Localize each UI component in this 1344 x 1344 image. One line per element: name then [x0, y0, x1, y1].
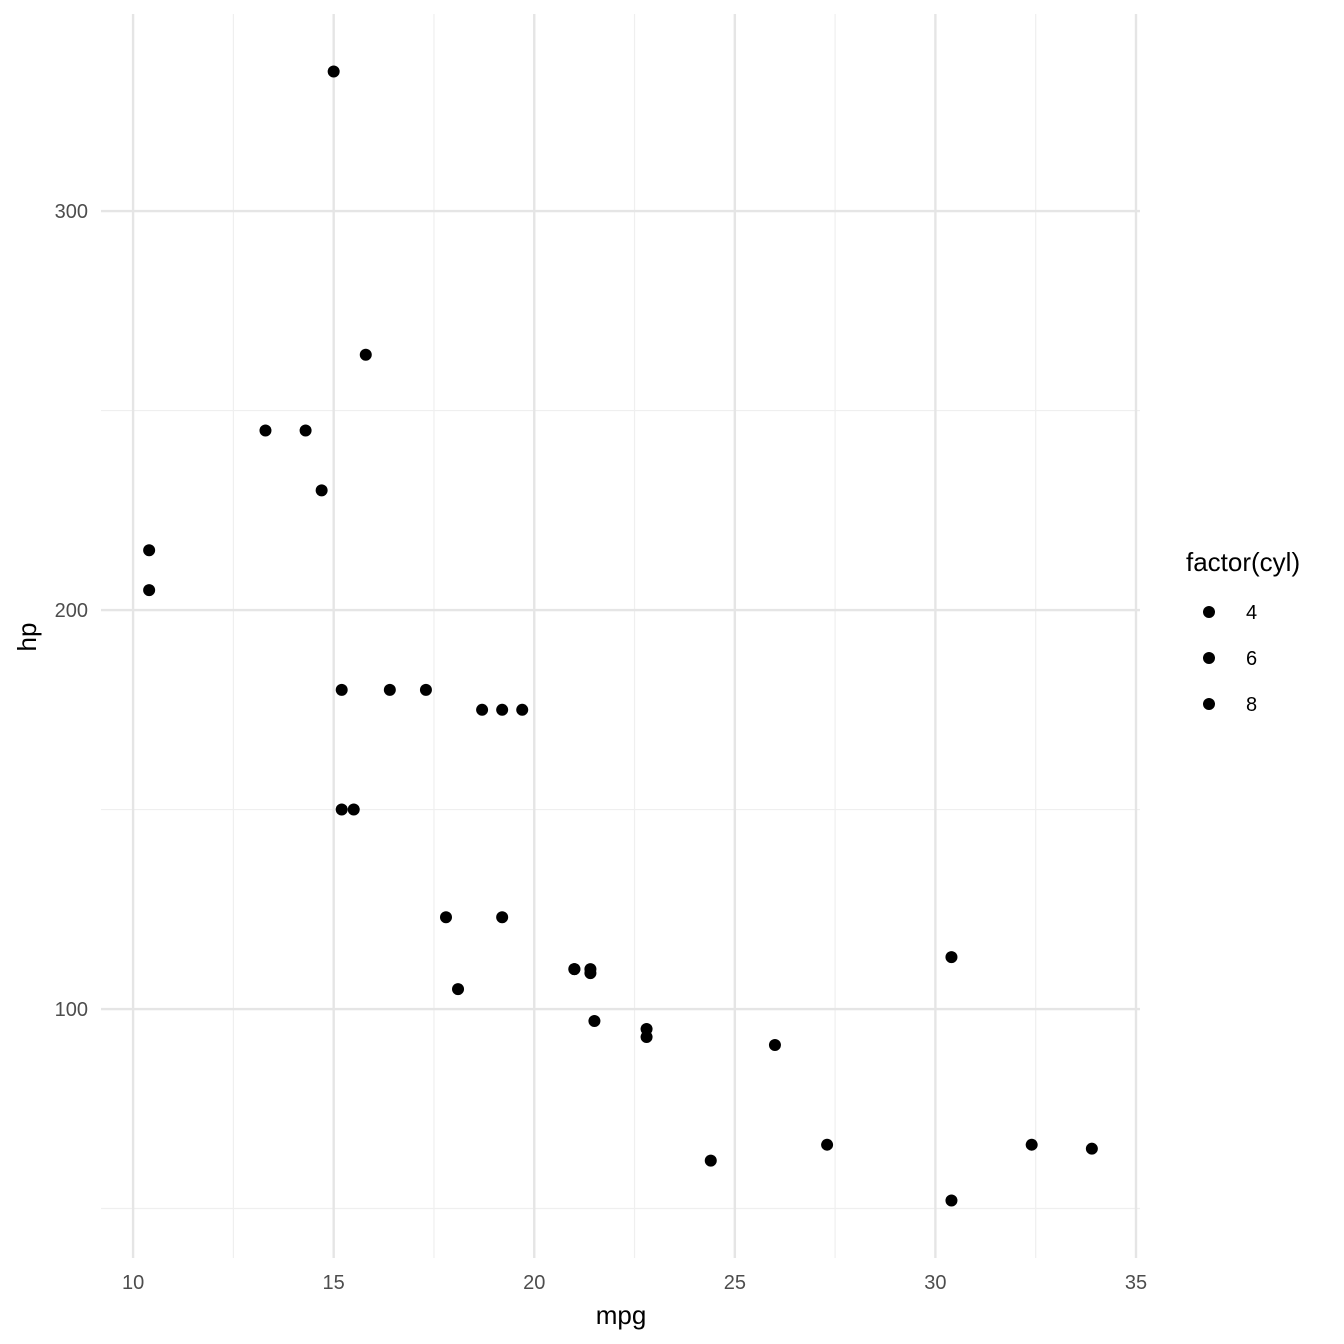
legend-label: 4 [1246, 602, 1257, 624]
data-point [335, 803, 348, 816]
x-tick-label: 30 [924, 1272, 946, 1294]
data-points [143, 65, 1098, 1207]
legend-label: 8 [1246, 694, 1257, 716]
x-tick-label: 10 [122, 1272, 144, 1294]
y-axis-title: hp [12, 623, 42, 652]
x-tick-label: 35 [1125, 1272, 1147, 1294]
x-axis-ticks: 10 15 20 25 30 35 [122, 1272, 1147, 1294]
data-point [299, 424, 312, 437]
y-tick-label: 200 [55, 600, 88, 622]
legend-key [1203, 652, 1215, 664]
data-point [347, 803, 360, 816]
data-point [516, 703, 529, 716]
data-point [1085, 1142, 1098, 1155]
data-point [439, 911, 452, 924]
grid [101, 14, 1140, 1258]
legend-key [1203, 606, 1215, 618]
data-point [496, 703, 509, 716]
legend-key [1203, 698, 1215, 710]
data-point [568, 963, 581, 976]
data-point [335, 683, 348, 696]
y-axis-ticks: 100 200 300 [55, 201, 88, 1021]
data-point [640, 1022, 653, 1035]
data-point [143, 544, 156, 557]
legend-label: 6 [1246, 648, 1257, 670]
data-point [588, 1015, 601, 1028]
data-point [476, 703, 489, 716]
data-point [945, 1194, 958, 1207]
x-axis-title: mpg [596, 1300, 647, 1330]
data-point [419, 683, 432, 696]
data-point [359, 348, 372, 361]
data-point [143, 584, 156, 597]
x-tick-label: 20 [523, 1272, 545, 1294]
data-point [1025, 1138, 1038, 1151]
x-tick-label: 15 [323, 1272, 345, 1294]
data-point [383, 683, 396, 696]
legend-entries: 4 6 8 [1203, 602, 1257, 716]
data-point [584, 967, 597, 980]
legend-title: factor(cyl) [1186, 547, 1300, 577]
y-tick-label: 300 [55, 201, 88, 223]
x-tick-label: 25 [724, 1272, 746, 1294]
data-point [327, 65, 340, 78]
y-tick-label: 100 [55, 999, 88, 1021]
data-point [259, 424, 272, 437]
data-point [704, 1154, 717, 1167]
legend: factor(cyl) 4 6 8 [1186, 547, 1300, 716]
data-point [496, 911, 509, 924]
data-point [768, 1038, 781, 1051]
data-point [945, 951, 958, 964]
data-point [452, 983, 465, 996]
data-point [821, 1138, 834, 1151]
data-point [315, 484, 328, 497]
